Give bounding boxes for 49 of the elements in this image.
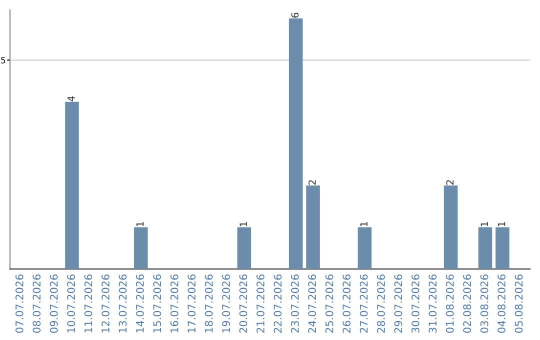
x-tick-label: 31.07.2026 [428,274,437,333]
x-tick-label: 17.07.2026 [188,274,196,332]
x-tick-label: 07.07.2026 [15,274,24,333]
data-label: 2 [446,180,454,185]
data-label: 1 [498,222,506,226]
x-tick-label: 02.08.2026 [463,274,472,333]
x-tick-label: 24.07.2026 [308,274,316,333]
bar [358,227,372,269]
data-label: 6 [291,12,299,18]
x-tick-label: 22.07.2026 [274,274,282,333]
bar [134,227,148,269]
x-tick-label: 12.07.2026 [102,274,110,332]
x-tick-label: 05.08.2026 [514,274,523,333]
x-tick-label: 08.07.2026 [32,274,41,333]
x-tick-label: 23.07.2026 [290,274,299,333]
data-label: 1 [240,222,247,226]
x-tick-label: 30.07.2026 [412,274,420,333]
bar [496,227,510,269]
data-label: 1 [360,222,368,226]
x-tick-label: 14.07.2026 [136,274,144,332]
x-tick-label: 03.08.2026 [480,274,488,333]
x-tick-label: 11.07.2026 [84,274,92,332]
bar [65,102,79,269]
x-tick-label: 16.07.2026 [170,274,178,332]
x-tick-label: 25.07.2026 [325,274,334,333]
x-tick-label: 15.07.2026 [153,274,162,332]
x-tick-label: 19.07.2026 [222,274,230,332]
x-tick-label: 29.07.2026 [394,274,402,333]
x-tick-label: 27.07.2026 [360,274,368,333]
data-label: 1 [136,222,144,226]
x-tick-label: 04.08.2026 [498,274,506,333]
bar [478,227,492,269]
x-tick-label: 20.07.2026 [239,274,248,333]
bar [237,227,252,269]
x-tick-label: 09.07.2026 [50,274,58,333]
bar [444,185,458,269]
x-tick-label: 18.07.2026 [204,274,213,332]
x-tick-label: 13.07.2026 [118,274,127,332]
x-tick-label: 28.07.2026 [377,274,385,333]
x-tick-label: 10.07.2026 [67,274,76,332]
y-tick-label: 5 [1,57,6,64]
x-tick-label: 21.07.2026 [256,274,264,333]
data-label: 4 [68,96,75,102]
bar [288,18,303,269]
x-tick-label: 26.07.2026 [342,274,351,333]
data-label: 2 [308,180,316,185]
data-label: 1 [480,222,488,226]
x-tick-label: 01.08.2026 [446,274,454,333]
bar [306,185,320,269]
